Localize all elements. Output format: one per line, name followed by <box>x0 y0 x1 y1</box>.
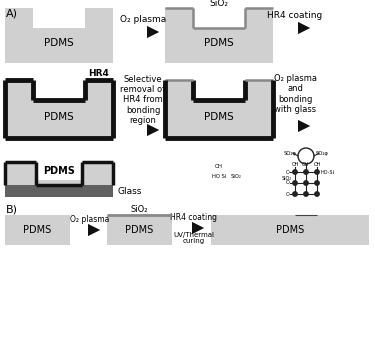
Circle shape <box>293 181 297 185</box>
Text: O₂ plasma
and
bonding
with glass: O₂ plasma and bonding with glass <box>273 74 316 114</box>
Text: A): A) <box>6 8 18 18</box>
Text: B): B) <box>6 205 18 215</box>
Text: UV/Thermal
curing: UV/Thermal curing <box>174 231 214 245</box>
Text: SO₂φ: SO₂φ <box>316 150 328 156</box>
Text: O: O <box>286 181 290 185</box>
Text: PDMS: PDMS <box>204 112 234 122</box>
Circle shape <box>315 181 319 185</box>
Text: SO₂φ: SO₂φ <box>284 150 296 156</box>
Text: PDMS: PDMS <box>125 225 154 235</box>
Bar <box>5 215 70 245</box>
Bar <box>165 80 193 100</box>
Text: HO Si: HO Si <box>212 174 226 180</box>
Text: HR4 coating: HR4 coating <box>267 11 322 21</box>
Text: HR4 coating: HR4 coating <box>171 214 217 222</box>
Text: Glass: Glass <box>118 187 142 196</box>
Text: O: O <box>286 191 290 197</box>
Bar <box>107 215 172 245</box>
Text: PDMS: PDMS <box>23 225 52 235</box>
Text: OH: OH <box>302 163 310 167</box>
Circle shape <box>315 192 319 196</box>
Bar <box>5 100 113 138</box>
Bar <box>245 8 273 28</box>
Text: SiO₂: SiO₂ <box>210 0 228 8</box>
Bar <box>5 185 113 197</box>
Bar <box>82 162 113 180</box>
Bar <box>165 8 193 28</box>
Text: PDMS: PDMS <box>204 39 234 48</box>
Bar <box>165 100 273 138</box>
Circle shape <box>304 192 308 196</box>
Text: O₂ plasma: O₂ plasma <box>70 215 110 224</box>
Bar <box>85 80 113 100</box>
Bar <box>5 162 36 180</box>
Bar <box>85 8 113 28</box>
Text: SiO₂: SiO₂ <box>282 176 292 182</box>
Text: O: O <box>286 169 290 174</box>
Text: OH: OH <box>313 163 321 167</box>
Text: PDMS: PDMS <box>43 166 75 176</box>
Bar <box>5 28 113 63</box>
Text: OH: OH <box>215 165 223 169</box>
Text: O₂ plasma: O₂ plasma <box>120 16 166 24</box>
Bar <box>165 28 273 63</box>
Text: HO-Si: HO-Si <box>320 169 334 174</box>
Text: Selective
removal of
HR4 from
bonding
region: Selective removal of HR4 from bonding re… <box>120 75 166 125</box>
Circle shape <box>293 192 297 196</box>
Text: PDMS: PDMS <box>44 39 74 48</box>
Text: SiO₂: SiO₂ <box>131 206 148 214</box>
Text: OH: OH <box>291 163 299 167</box>
Bar <box>5 8 33 28</box>
Text: PDMS: PDMS <box>276 225 304 235</box>
Bar <box>5 80 33 100</box>
Bar <box>211 215 369 245</box>
Text: PDMS: PDMS <box>44 112 74 122</box>
Text: SiO₂: SiO₂ <box>231 174 242 180</box>
Bar <box>245 80 273 100</box>
Bar <box>5 180 113 185</box>
Circle shape <box>304 181 308 185</box>
Circle shape <box>293 170 297 174</box>
Circle shape <box>315 170 319 174</box>
Circle shape <box>304 170 308 174</box>
Text: HR4: HR4 <box>88 70 110 79</box>
